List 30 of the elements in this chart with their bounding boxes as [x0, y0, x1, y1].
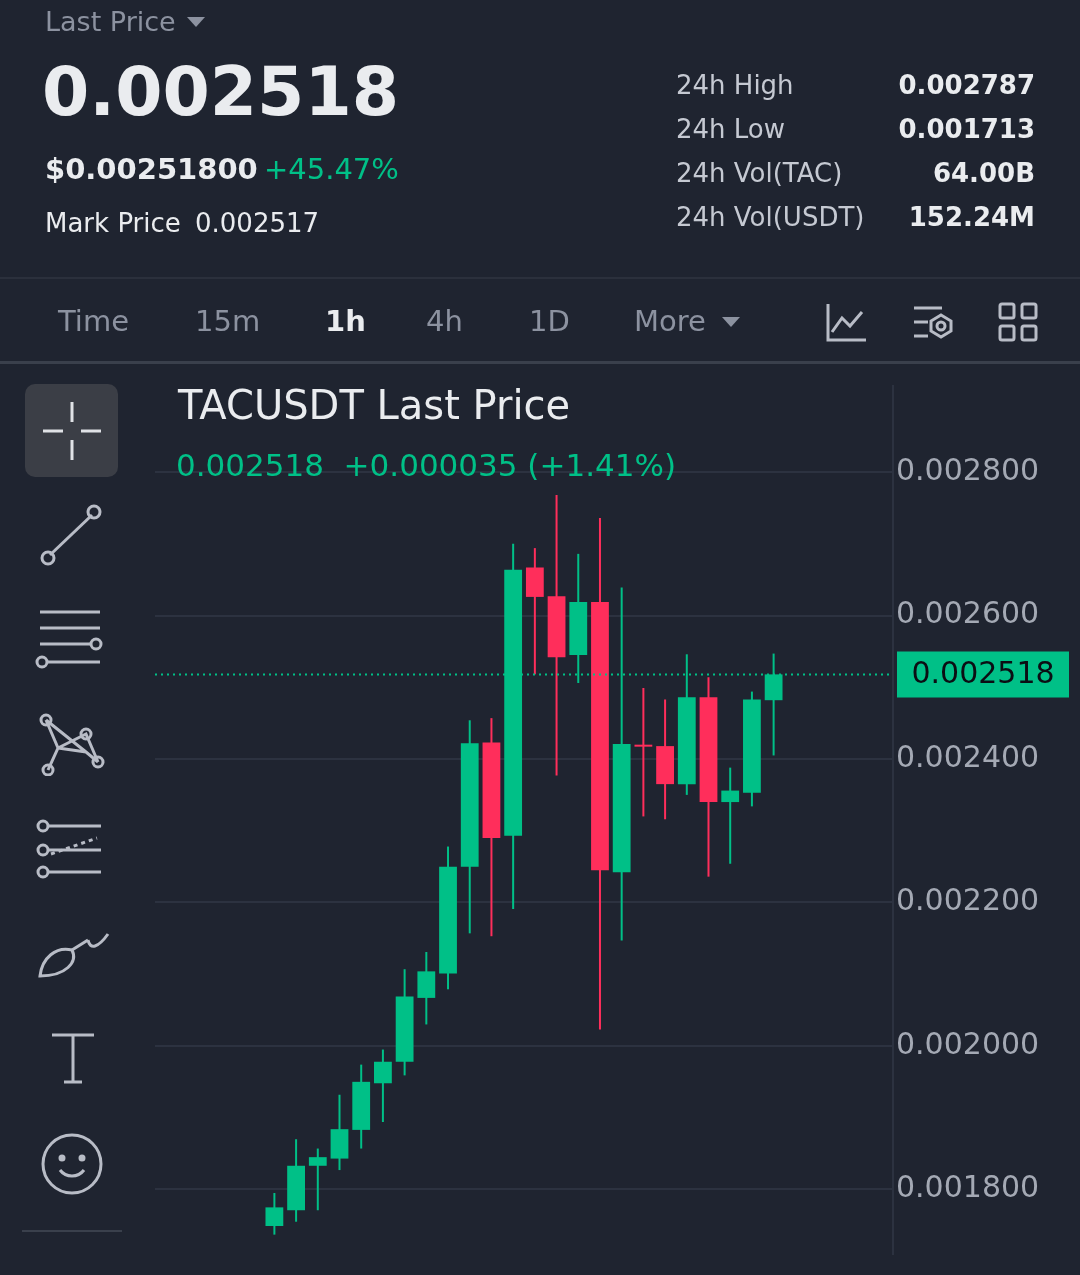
y-tick-label: 0.002600: [895, 595, 1040, 631]
text: 0.002518 +0.000035 (+1.41%): [176, 447, 677, 483]
text: +45.47%: [264, 152, 399, 186]
chart-title: TACUSDT Last Price: [178, 382, 571, 428]
text: Mark Price: [45, 208, 181, 238]
ref-line-label: 0.002518: [911, 655, 1055, 691]
y-tick-label: 0.002400: [895, 738, 1040, 774]
text: Time: [58, 304, 129, 338]
y-tick-label: 0.001800: [895, 1169, 1040, 1205]
text: 0.002518: [42, 52, 400, 131]
text: More: [634, 304, 706, 338]
text: $0.00251800: [45, 152, 258, 186]
text: 0.002517: [195, 208, 320, 238]
text: 64.00B: [932, 158, 1035, 188]
text: Last Price: [45, 6, 176, 37]
y-tick-label: 0.002800: [895, 451, 1040, 487]
text: 24h Low: [676, 114, 786, 144]
text: 0.001713: [898, 114, 1035, 144]
text: 24h High: [676, 70, 794, 100]
text: 152.24M: [908, 202, 1035, 232]
text: 4h: [426, 304, 463, 338]
text: 24h Vol(USDT): [676, 202, 865, 232]
candlestick: [634, 688, 653, 817]
text: 1h: [325, 304, 366, 338]
text: 0.002787: [898, 70, 1035, 100]
text: 1D: [529, 304, 570, 338]
y-tick-label: 0.002200: [895, 882, 1040, 918]
y-tick-label: 0.002000: [895, 1025, 1040, 1061]
text: 15m: [195, 304, 261, 338]
text: 24h Vol(TAC): [676, 158, 843, 188]
